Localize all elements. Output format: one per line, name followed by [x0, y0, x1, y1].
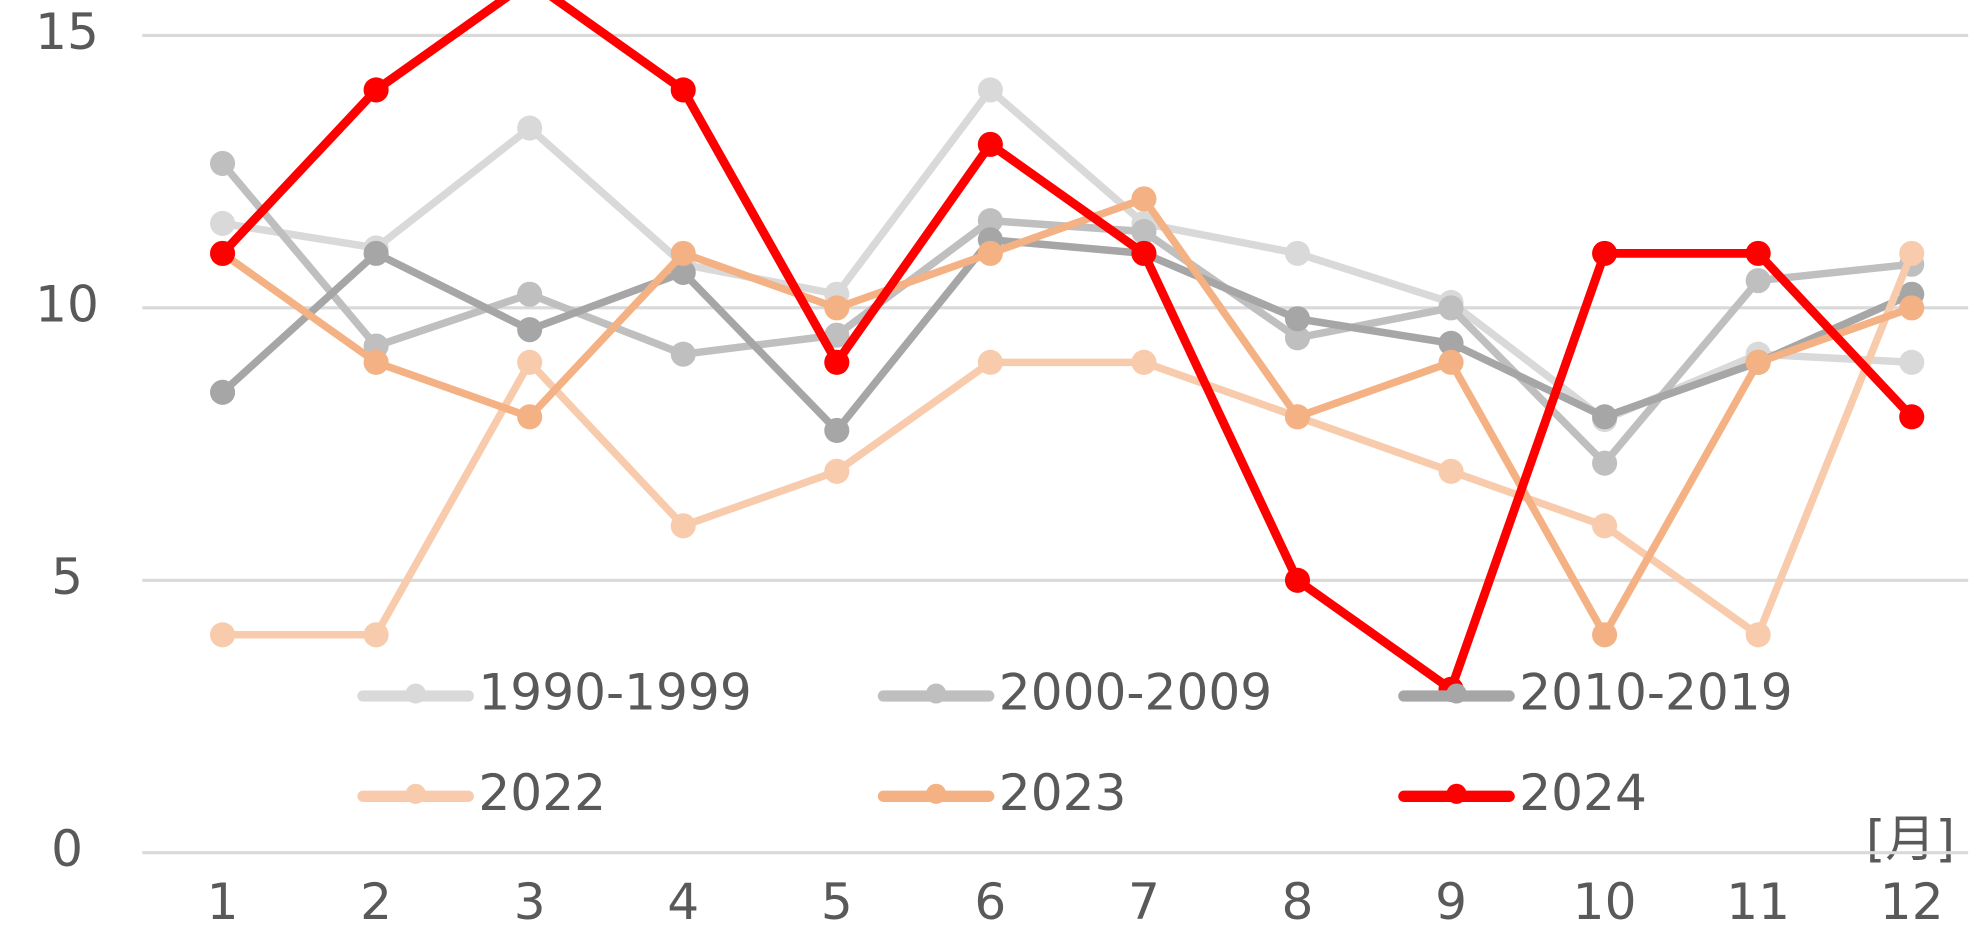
data-point — [363, 77, 389, 103]
legend-label: 2022 — [478, 763, 606, 822]
y-tick-label: 15 — [35, 2, 99, 61]
data-point — [1745, 268, 1771, 294]
data-point — [1284, 306, 1311, 332]
x-tick-label: 5 — [821, 872, 853, 931]
x-tick-label: 6 — [974, 872, 1006, 931]
data-point — [1745, 349, 1771, 375]
legend-label: 2010-2019 — [1519, 662, 1792, 721]
data-point — [824, 322, 850, 348]
data-point — [977, 77, 1003, 103]
data-point — [1131, 186, 1157, 212]
data-point — [977, 240, 1003, 266]
data-point — [670, 513, 696, 539]
x-tick-label: 3 — [514, 872, 546, 931]
data-point — [824, 295, 850, 321]
data-point — [517, 349, 543, 375]
x-tick-label: 10 — [1573, 872, 1637, 931]
x-tick-label: 1 — [207, 872, 239, 931]
series-line — [219, 161, 1913, 467]
x-tick-label: 4 — [667, 872, 699, 931]
data-point — [1284, 404, 1311, 430]
data-point — [1592, 404, 1618, 430]
x-tick-label: 12 — [1880, 872, 1944, 931]
legend-marker — [405, 783, 426, 804]
y-tick-label: 5 — [51, 547, 83, 606]
data-point — [363, 622, 389, 648]
data-point — [363, 240, 389, 266]
data-point — [977, 131, 1003, 157]
data-point — [1284, 325, 1311, 351]
data-point — [977, 208, 1003, 234]
data-point — [1438, 458, 1464, 484]
data-point — [1284, 567, 1311, 593]
x-tick-label: 7 — [1128, 872, 1160, 931]
data-point — [1131, 240, 1157, 266]
data-point — [1899, 240, 1925, 266]
data-point — [824, 458, 850, 484]
data-point — [210, 240, 236, 266]
data-point — [517, 115, 543, 141]
legend-marker — [1446, 683, 1467, 704]
x-tick-label: 9 — [1435, 872, 1467, 931]
data-point — [1899, 295, 1925, 321]
legend-marker — [405, 683, 426, 704]
data-point — [1284, 240, 1311, 266]
data-point — [1592, 450, 1618, 476]
data-point — [1438, 349, 1464, 375]
data-point — [210, 379, 236, 405]
data-point — [517, 317, 543, 343]
data-point — [670, 341, 696, 367]
x-tick-label: 11 — [1726, 872, 1790, 931]
data-point — [977, 349, 1003, 375]
data-point — [824, 349, 850, 375]
data-point — [670, 77, 696, 103]
data-point — [210, 622, 236, 648]
data-point — [670, 240, 696, 266]
data-point — [1592, 240, 1618, 266]
data-point — [517, 404, 543, 430]
data-point — [210, 150, 236, 177]
legend-label: 2023 — [999, 763, 1127, 822]
data-point — [1438, 295, 1464, 321]
x-unit-label: [月] — [1866, 809, 1955, 868]
data-point — [824, 417, 850, 443]
data-point — [1592, 622, 1618, 648]
data-point — [1592, 513, 1618, 539]
data-point — [1899, 349, 1925, 375]
data-point — [1899, 404, 1925, 430]
x-tick-label: 2 — [360, 872, 392, 931]
data-point — [670, 259, 696, 285]
series-line — [219, 0, 1915, 694]
series-line — [220, 195, 1913, 639]
legend-label: 2000-2009 — [999, 662, 1272, 721]
data-point — [1745, 622, 1771, 648]
data-point — [1438, 330, 1464, 356]
data-point — [1131, 219, 1157, 245]
legend-marker — [926, 783, 947, 804]
data-point — [210, 210, 236, 236]
legend-label: 2024 — [1519, 763, 1647, 822]
legend-label: 1990-1999 — [478, 662, 751, 721]
data-point — [1131, 349, 1157, 375]
data-point — [363, 349, 389, 375]
legend-marker — [1446, 783, 1467, 804]
series-line — [220, 235, 1914, 435]
data-point — [1745, 240, 1771, 266]
x-tick-label: 8 — [1282, 872, 1314, 931]
y-tick-label: 10 — [35, 274, 99, 333]
legend-marker — [926, 683, 947, 704]
data-point — [517, 281, 543, 307]
y-tick-label: 0 — [51, 819, 83, 878]
